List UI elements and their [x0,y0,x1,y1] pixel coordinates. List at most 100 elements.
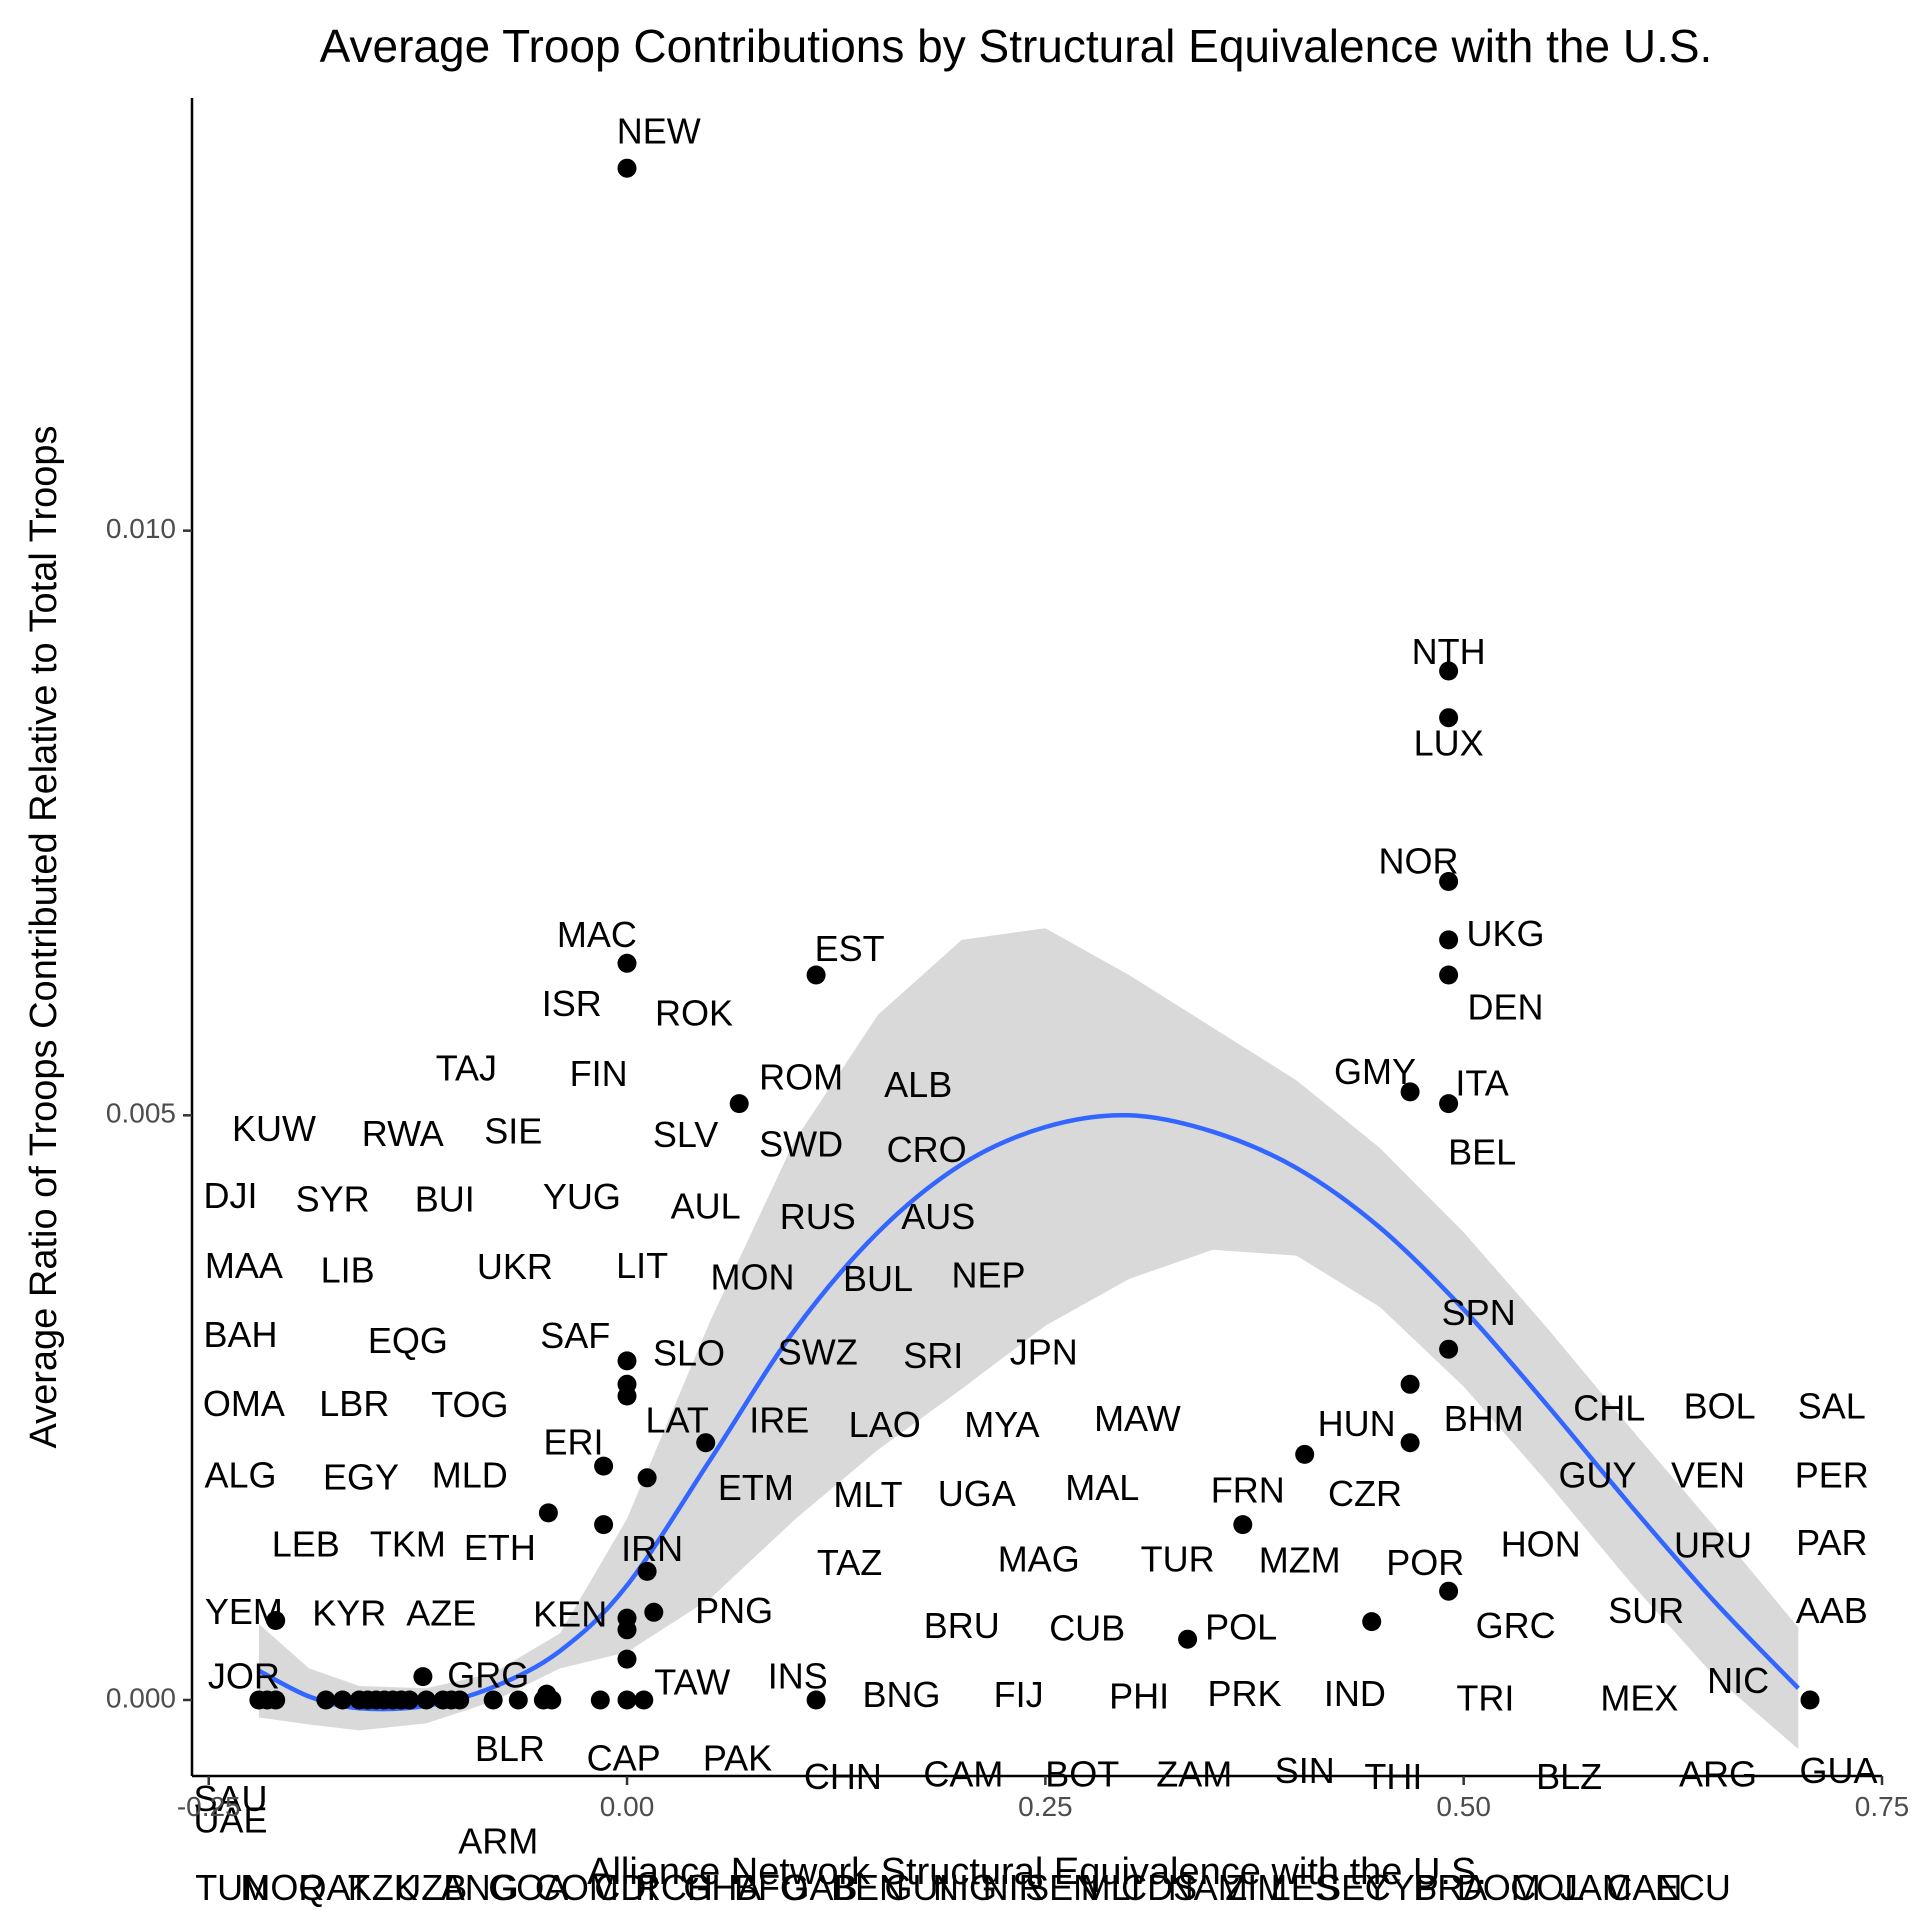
point-label: LEB [272,1523,340,1564]
point-label: UKR [477,1246,553,1287]
point-label: MAL [1065,1467,1139,1508]
point-label: BEL [1448,1132,1516,1173]
point-label: ANG [441,1867,519,1908]
point-label: NIC [1707,1660,1769,1701]
point-label: GAB [781,1867,857,1908]
data-point [538,1503,558,1523]
data-point [637,1468,657,1488]
point-label: LIB [321,1250,375,1291]
point-label: SYR [296,1178,370,1219]
point-label: INS [768,1655,828,1696]
x-tick-label: 0.25 [1018,1791,1073,1822]
point-label: DEN [1467,987,1543,1028]
data-point [1400,1082,1420,1102]
point-label: POR [1386,1542,1464,1583]
point-label: MAG [998,1539,1080,1580]
point-label: YEM [205,1591,283,1632]
point-label: CDI [594,1867,656,1908]
point-label: SEY [1317,1867,1389,1908]
point-label: ARM [458,1820,538,1861]
data-point [806,965,826,985]
points-layer [249,158,1820,1710]
confidence-ribbon-layer [258,928,1799,1750]
point-label: BRU [924,1605,1000,1646]
point-label: MAC [557,914,637,955]
data-point [617,953,637,973]
data-point [333,1690,353,1710]
point-label: TAW [654,1661,730,1702]
data-point [508,1690,528,1710]
data-point [1178,1629,1198,1649]
point-label: PER [1795,1454,1869,1495]
point-label: EGY [323,1457,399,1498]
point-label: IRN [621,1528,683,1569]
point-label: UAE [193,1799,267,1840]
point-label: ZIM [1225,1867,1287,1908]
point-label: SLO [653,1333,725,1374]
point-label: BAH [203,1314,277,1355]
point-label: CRO [887,1129,967,1170]
point-label: NIG [933,1867,997,1908]
point-label: CHL [1573,1388,1645,1429]
point-label: ERI [543,1422,603,1463]
data-point [416,1690,436,1710]
data-point [413,1667,433,1687]
point-label: AZE [406,1592,476,1633]
x-ticks-layer: -0.25 0.00 0.25 0.50 0.75 [177,1776,1909,1822]
point-label: MON [711,1257,795,1298]
point-label: EQG [368,1320,448,1361]
point-label: RUS [780,1196,856,1237]
point-label: JPN [1010,1332,1078,1373]
point-label: LAO [849,1404,921,1445]
point-label: NAM [1168,1867,1248,1908]
point-label: KEN [533,1594,607,1635]
point-label: AAB [1796,1590,1868,1631]
point-label: TKM [370,1523,446,1564]
data-point [1439,1094,1459,1114]
point-label: ROK [655,992,733,1033]
point-label: LAT [646,1399,709,1440]
point-label: TAZ [817,1542,882,1583]
point-label: CUB [1049,1608,1125,1649]
point-label: SIN [1275,1750,1335,1791]
point-label: TUR [1141,1539,1215,1580]
point-label: MZM [1259,1540,1341,1581]
data-point [266,1611,286,1630]
point-label: JOR [208,1655,280,1696]
point-label: NTH [1412,631,1486,672]
x-tick-label: -0.25 [177,1791,241,1822]
data-point [617,1649,637,1669]
point-label: SWZ [778,1332,858,1373]
point-label: POL [1205,1606,1277,1647]
point-label: UKG [1466,913,1544,954]
point-label: COL [1510,1867,1584,1908]
x-tick-label: 0.75 [1855,1791,1910,1822]
point-label: GUY [1558,1454,1636,1495]
point-label: NEP [951,1254,1025,1295]
point-label: NIR [983,1867,1045,1908]
y-ticks-layer: 0.000 0.005 0.010 [106,513,192,1713]
point-label: KUW [232,1108,316,1149]
point-label: MYA [964,1404,1039,1445]
y-tick-label: 0.010 [106,513,176,544]
data-point [1400,1433,1420,1453]
point-label: PNG [695,1590,773,1631]
point-label: COM [535,1867,619,1908]
point-label: BNG [862,1674,940,1715]
y-tick-label: 0.000 [106,1682,176,1713]
data-point [729,1094,749,1114]
point-label: CAN [1606,1867,1682,1908]
confidence-ribbon [258,928,1799,1750]
data-point [537,1684,557,1704]
data-point [637,1561,657,1581]
point-label: BLR [475,1728,545,1769]
data-point [483,1690,503,1710]
point-label: ETM [718,1467,794,1508]
point-label: ROM [759,1057,843,1098]
point-label: QAT [299,1867,370,1908]
point-label: SPN [1442,1292,1516,1333]
data-point [634,1690,654,1710]
data-point [806,1690,826,1710]
